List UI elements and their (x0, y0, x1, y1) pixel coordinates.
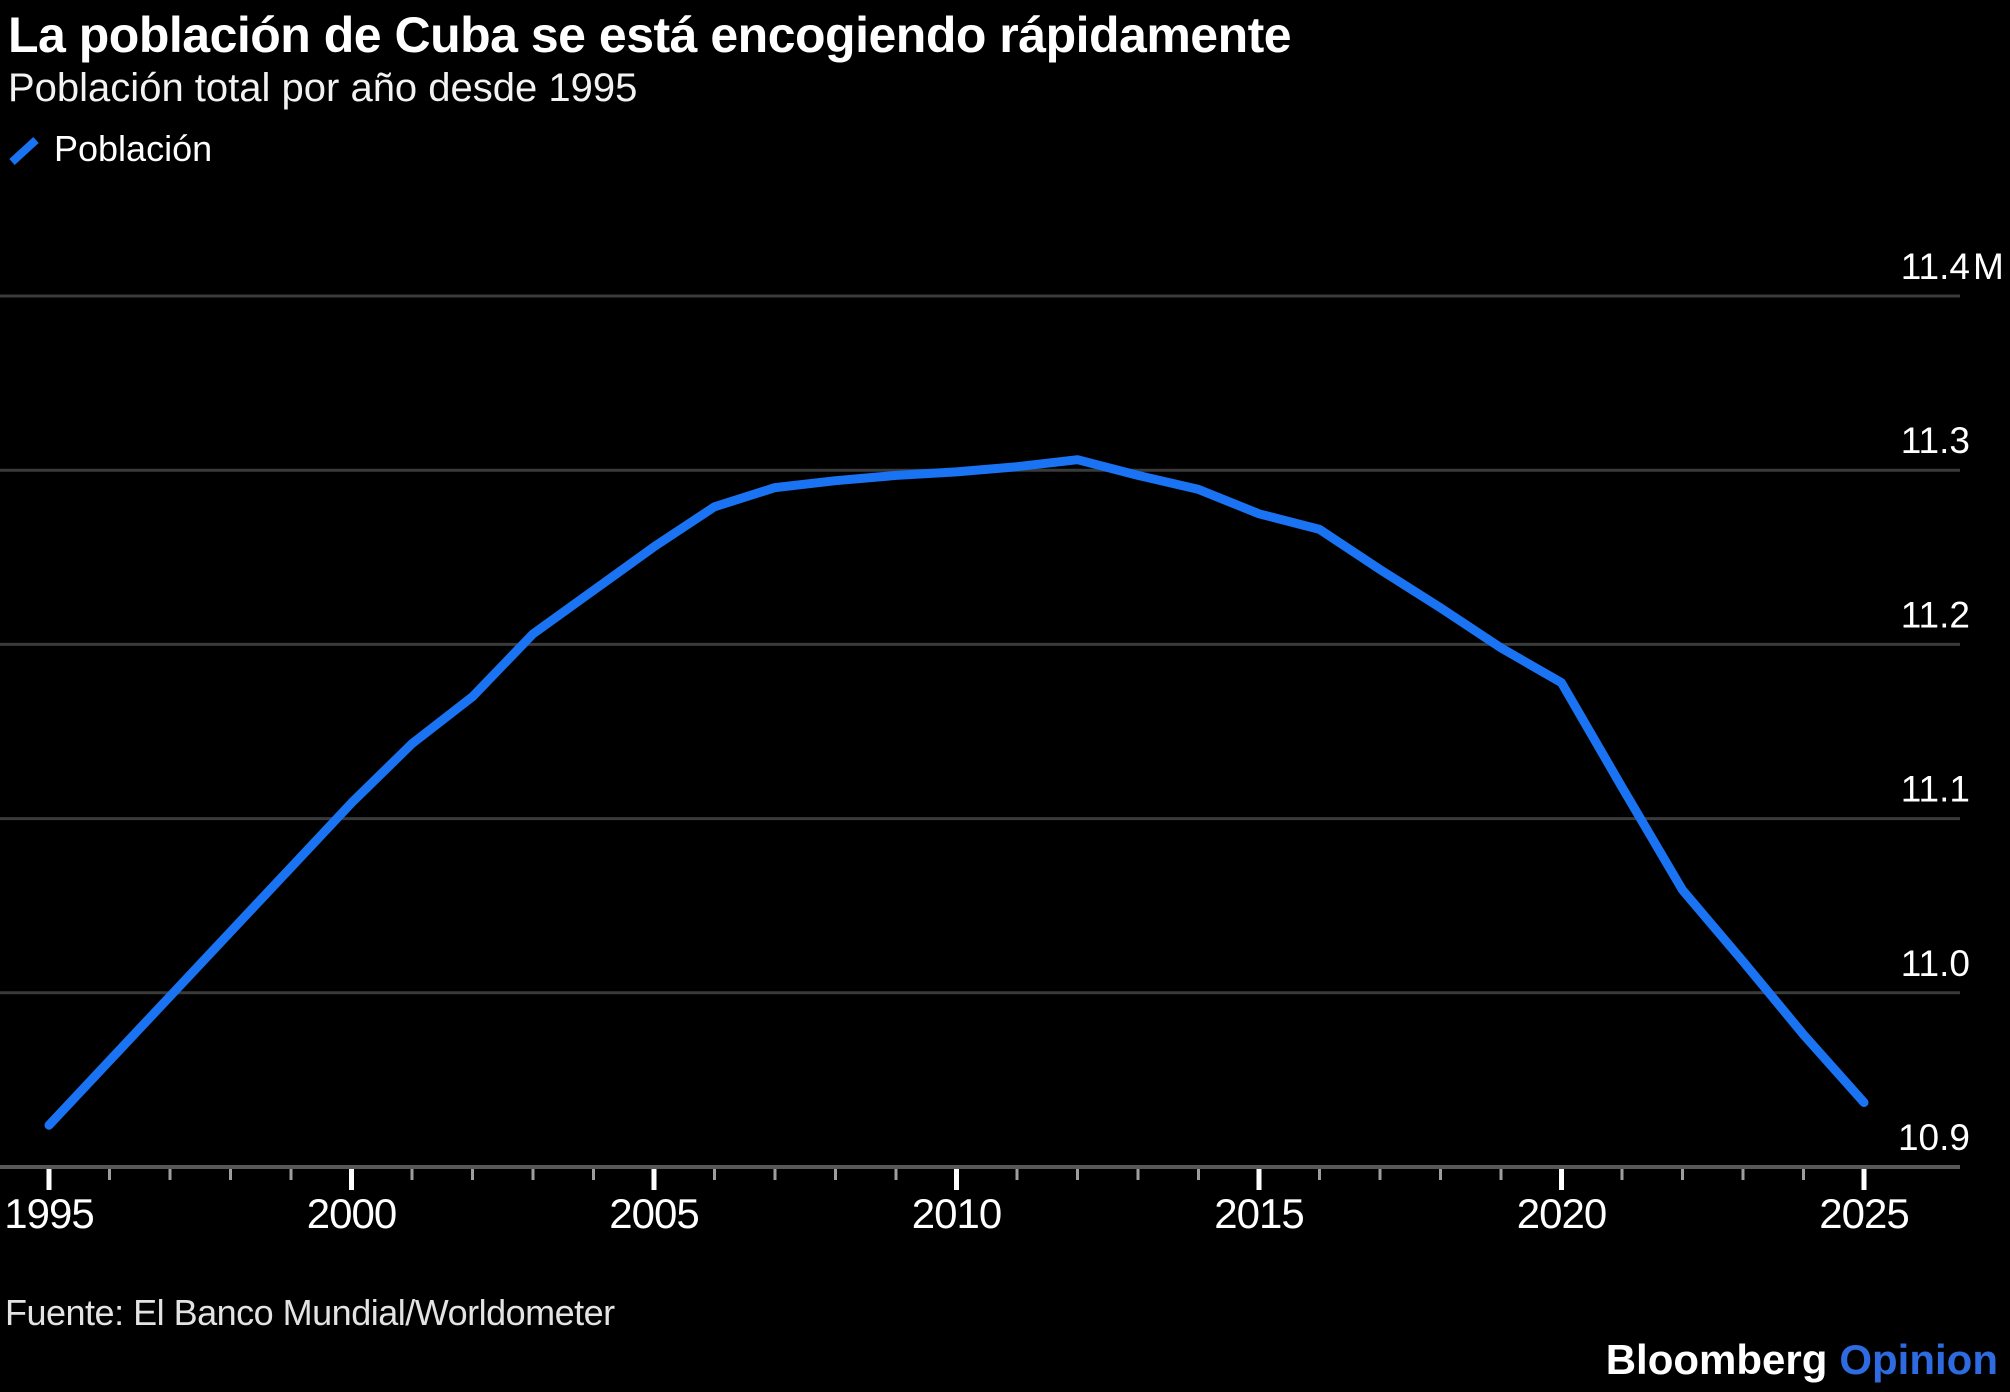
source-note: Fuente: El Banco Mundial/Worldometer (5, 1292, 615, 1333)
y-axis-label: 11.4 (1901, 246, 1970, 287)
legend-line-marker-icon (9, 137, 39, 165)
x-axis-label: 2005 (609, 1190, 698, 1237)
y-axis-label: 10.9 (1898, 1117, 1970, 1158)
x-axis-label: 2025 (1819, 1190, 1908, 1237)
x-axis-label: 2010 (912, 1190, 1001, 1237)
chart-subtitle: Población total por año desde 1995 (8, 66, 638, 110)
bloomberg-opinion-logo: Bloomberg Opinion (1606, 1336, 1998, 1384)
chart-title: La población de Cuba se está encogiendo … (8, 7, 1292, 63)
x-axis-label: 2000 (307, 1190, 396, 1237)
y-axis-unit-label: M (1973, 246, 2004, 287)
y-axis-label: 11.0 (1901, 943, 1970, 984)
legend: Población (8, 128, 212, 170)
x-axis-label: 2020 (1517, 1190, 1606, 1237)
y-axis-label: 11.1 (1901, 769, 1970, 810)
population-line (44, 455, 1869, 1130)
legend-label: Población (54, 128, 213, 169)
y-axis-label: 11.2 (1901, 594, 1970, 635)
x-axis-label: 1995 (4, 1190, 93, 1237)
bloomberg-wordmark: Bloomberg (1605, 1336, 1828, 1383)
y-axis-label: 11.3 (1901, 420, 1970, 461)
x-axis-label: 2015 (1214, 1190, 1303, 1237)
opinion-wordmark: Opinion (1839, 1336, 1998, 1383)
